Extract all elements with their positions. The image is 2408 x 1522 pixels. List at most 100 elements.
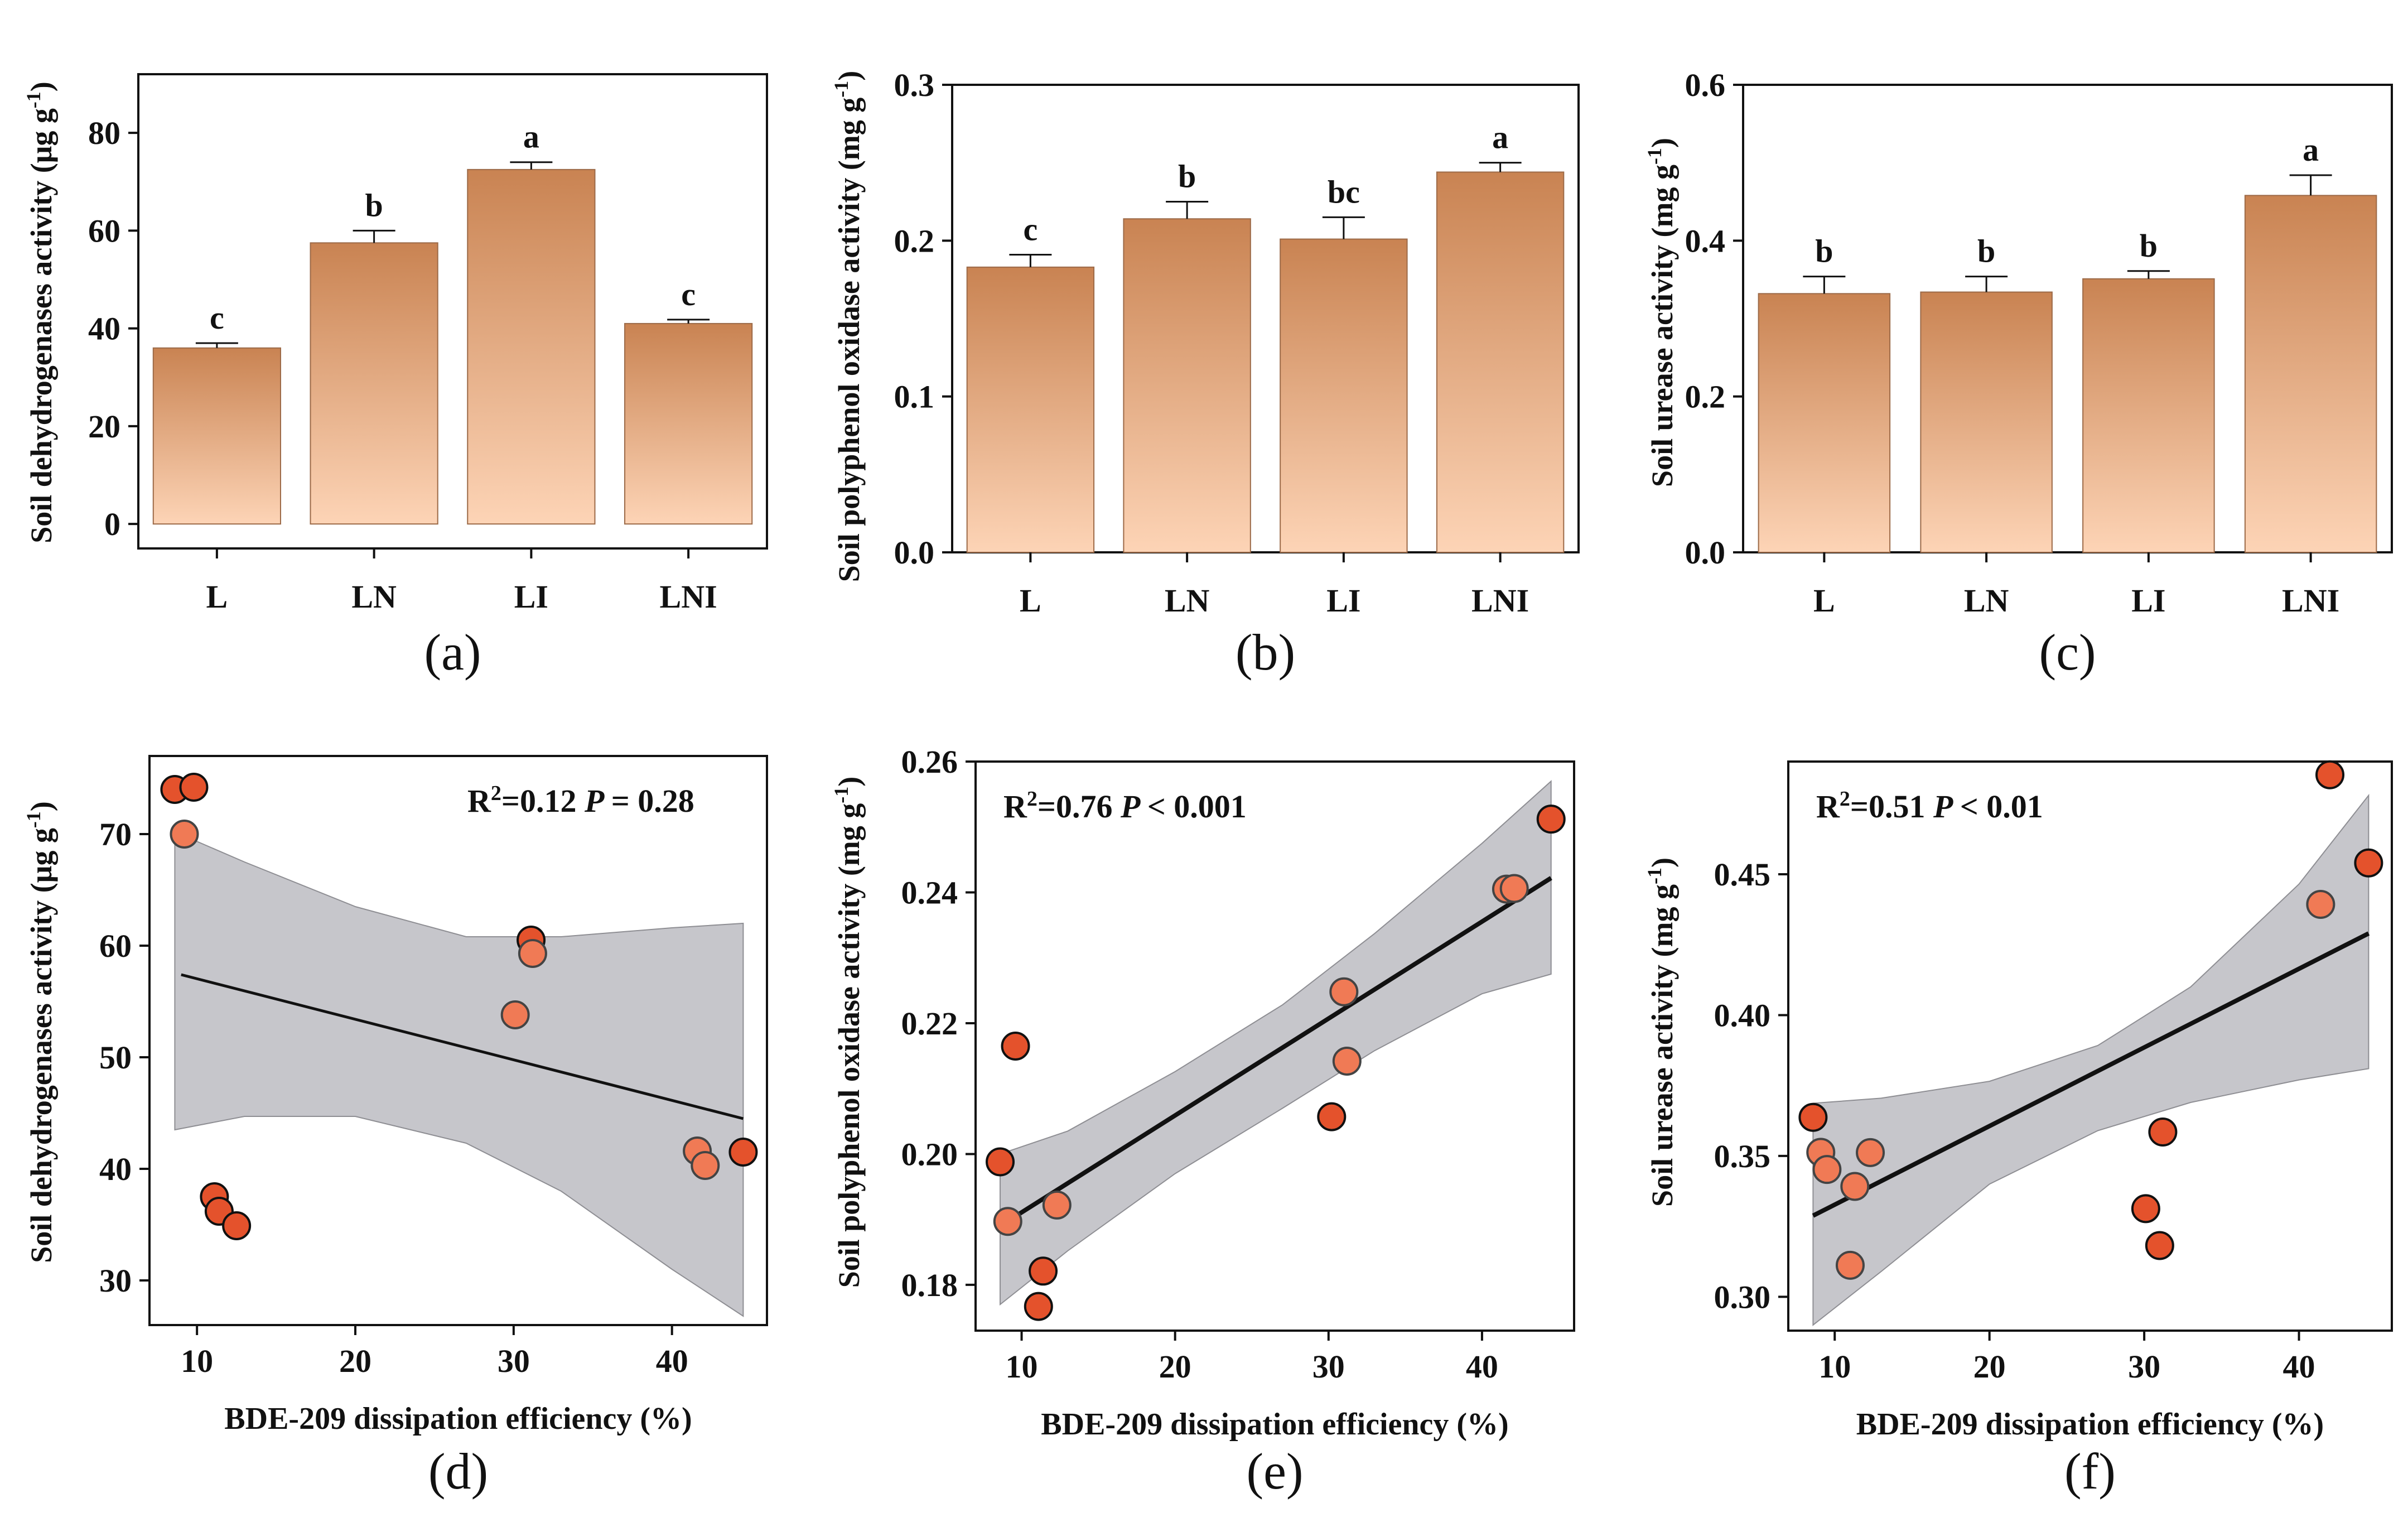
chart-panel-a: 0 20 40 60 80 Soil dehydrogenases activity (μ… bbox=[22, 73, 768, 681]
data-point bbox=[993, 1207, 1022, 1236]
x-tick-label: L bbox=[1813, 582, 1835, 619]
bar-LN bbox=[310, 242, 438, 525]
x-tick-label: 10 bbox=[1818, 1348, 1851, 1385]
significance-letter: c bbox=[210, 300, 224, 336]
stat-p-label: P bbox=[1120, 788, 1147, 825]
data-point bbox=[2145, 1231, 2174, 1260]
confidence-band bbox=[1812, 793, 2370, 1326]
significance-letter: b bbox=[2140, 228, 2158, 264]
stat-r2: R bbox=[1003, 788, 1027, 825]
x-tick-label: 10 bbox=[181, 1343, 213, 1379]
plot-frame bbox=[137, 73, 768, 550]
panel-label: (c) bbox=[2039, 624, 2096, 681]
x-tick-label: LI bbox=[1326, 582, 1360, 619]
bar-LI bbox=[2082, 278, 2215, 553]
y-tick-label: 0.0 bbox=[1685, 534, 1726, 571]
plot-frame bbox=[951, 84, 1580, 553]
data-point bbox=[1536, 805, 1566, 834]
x-tick-label: 20 bbox=[1973, 1348, 2006, 1385]
stat-r2: R bbox=[1816, 788, 1840, 825]
y-tick-label: 0.2 bbox=[1685, 379, 1726, 415]
bar-LNI bbox=[1436, 171, 1565, 553]
plot-frame bbox=[1742, 84, 2393, 553]
y-axis-label: Soil polyphenol oxidase activity (mg g-1… bbox=[830, 777, 866, 1288]
x-axis-label: BDE-209 dissipation efficiency (%) bbox=[1856, 1407, 2324, 1442]
regression-stats: R2=0.76 P < 0.001 bbox=[1003, 787, 1247, 825]
data-point bbox=[1856, 1138, 1885, 1167]
x-tick-label: LN bbox=[1165, 582, 1210, 619]
y-tick-label: 0.35 bbox=[1714, 1138, 1771, 1174]
bar-L bbox=[966, 266, 1095, 553]
bar-L bbox=[1758, 293, 1891, 553]
y-tick-label: 80 bbox=[88, 115, 120, 151]
significance-letter: b bbox=[1977, 233, 1995, 269]
plot-frame bbox=[974, 760, 1575, 1332]
y-tick-label: 0.1 bbox=[894, 379, 935, 415]
data-point bbox=[1317, 1102, 1347, 1131]
y-tick-label: 0.40 bbox=[1714, 997, 1771, 1033]
panel-label: (d) bbox=[428, 1443, 488, 1500]
y-axis-label: Soil urease activity (mg g-1) bbox=[1643, 138, 1679, 487]
y-tick-label: 30 bbox=[99, 1263, 132, 1299]
bar-LN bbox=[1123, 218, 1251, 553]
y-tick-label: 0.2 bbox=[894, 223, 935, 259]
x-tick-label: L bbox=[1020, 582, 1041, 619]
panel-label: (a) bbox=[424, 624, 481, 681]
regression-line bbox=[181, 973, 744, 1120]
bar-LI bbox=[467, 168, 596, 525]
significance-letter: c bbox=[681, 276, 696, 312]
data-point bbox=[2315, 760, 2345, 789]
data-point bbox=[728, 1138, 758, 1167]
confidence-band bbox=[1000, 779, 1552, 1306]
x-tick-label: LNI bbox=[2282, 582, 2339, 619]
data-point bbox=[986, 1147, 1015, 1177]
y-tick-label: 0.45 bbox=[1714, 856, 1771, 893]
bar-L bbox=[152, 347, 281, 525]
data-point bbox=[1798, 1102, 1828, 1132]
x-tick-label: LNI bbox=[660, 579, 717, 615]
y-tick-label: 0.0 bbox=[894, 534, 935, 571]
data-point bbox=[1499, 874, 1529, 903]
y-tick-label: 0.3 bbox=[894, 67, 935, 103]
data-point bbox=[1029, 1256, 1058, 1286]
significance-letter: b bbox=[1815, 233, 1833, 269]
y-tick-label: 0 bbox=[104, 506, 120, 542]
significance-letter: a bbox=[523, 119, 539, 155]
bar-LN bbox=[1920, 291, 2053, 553]
x-tick-label: 30 bbox=[498, 1343, 530, 1379]
x-tick-label: LI bbox=[2131, 582, 2165, 619]
stat-p-value: < 0.001 bbox=[1147, 788, 1247, 825]
bar-LNI bbox=[2244, 195, 2377, 553]
y-axis-label: Soil polyphenol oxidase activity (mg g-1… bbox=[830, 71, 866, 582]
x-tick-label: LN bbox=[1964, 582, 2009, 619]
stat-r2: R bbox=[467, 783, 491, 819]
significance-letter: a bbox=[2303, 132, 2319, 168]
data-point bbox=[1042, 1190, 1072, 1220]
data-point bbox=[500, 1000, 530, 1029]
y-tick-label: 40 bbox=[99, 1151, 132, 1187]
y-tick-label: 0.18 bbox=[901, 1267, 958, 1303]
significance-letter: bc bbox=[1328, 174, 1360, 210]
regression-line bbox=[1812, 931, 2370, 1218]
data-point bbox=[1329, 977, 1359, 1006]
data-point bbox=[1001, 1032, 1030, 1061]
data-point bbox=[2354, 848, 2383, 878]
x-tick-label: 30 bbox=[1312, 1348, 1345, 1385]
y-axis-label: Soil urease activity (mg g-1) bbox=[1643, 858, 1679, 1207]
panel-label: (f) bbox=[2064, 1443, 2116, 1500]
x-tick-label: 40 bbox=[656, 1343, 688, 1379]
y-tick-label: 0.4 bbox=[1685, 223, 1726, 259]
data-point bbox=[1332, 1046, 1362, 1076]
y-tick-label: 20 bbox=[88, 408, 120, 445]
significance-letter: a bbox=[1492, 119, 1508, 156]
data-point bbox=[1024, 1292, 1053, 1321]
data-point bbox=[518, 939, 547, 968]
y-axis-label: Soil dehydrogenases activity (μg g-1) bbox=[22, 81, 58, 543]
data-point bbox=[2131, 1194, 2160, 1224]
stat-p-label: P bbox=[584, 783, 611, 819]
plot-frame bbox=[148, 755, 768, 1326]
data-point bbox=[2148, 1118, 2178, 1147]
x-tick-label: L bbox=[206, 579, 228, 615]
x-tick-label: 10 bbox=[1006, 1348, 1038, 1385]
